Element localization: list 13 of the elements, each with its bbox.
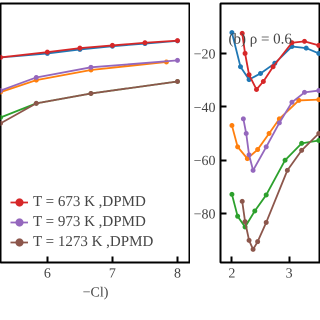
y-tick-label: −40 (194, 100, 216, 116)
x-tick-label: 3 (286, 266, 293, 282)
x-tick-label: 6 (44, 266, 51, 282)
y-tick-label: −60 (194, 154, 216, 170)
x-tick-label: 7 (108, 266, 116, 282)
legend-label: T = 973 K ,DPMD (33, 214, 146, 230)
x-tick-label: 8 (174, 266, 181, 282)
y-tick-label: −80 (194, 208, 216, 223)
x-tick-label: 2 (228, 266, 236, 282)
legend-label: T = 1273 K ,DPMD (33, 234, 154, 250)
x-axis-title: −Cl) (82, 286, 109, 300)
y-tick-label: −20 (194, 47, 216, 62)
legend-label: T = 673 K ,DPMD (33, 194, 146, 210)
